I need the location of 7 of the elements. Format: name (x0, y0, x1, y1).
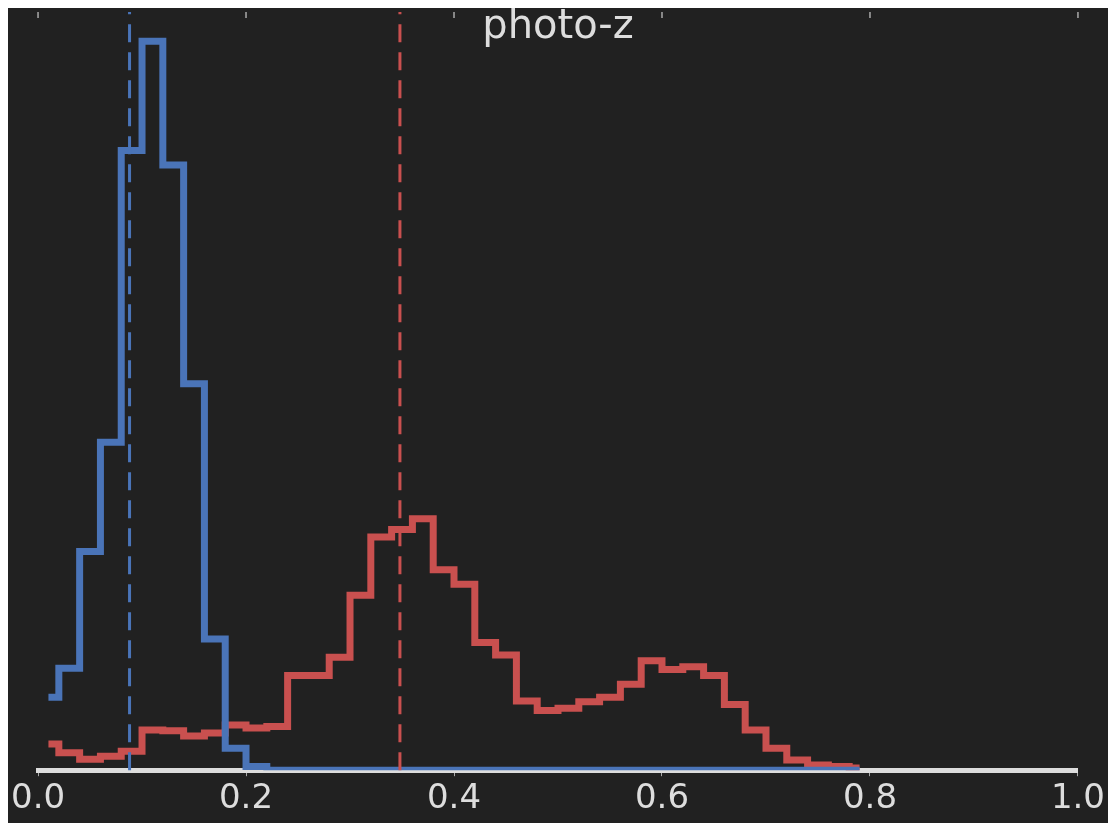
chart-title: photo-z (482, 1, 634, 48)
x-tick-label: 1.0 (1050, 776, 1105, 817)
x-tick-label: 0.8 (842, 776, 898, 817)
x-tick-label: 0.4 (426, 776, 482, 817)
x-tick-label: 0.6 (634, 776, 690, 817)
x-tick-label: 0.2 (218, 776, 274, 817)
x-tick-label: 0.0 (11, 776, 66, 817)
